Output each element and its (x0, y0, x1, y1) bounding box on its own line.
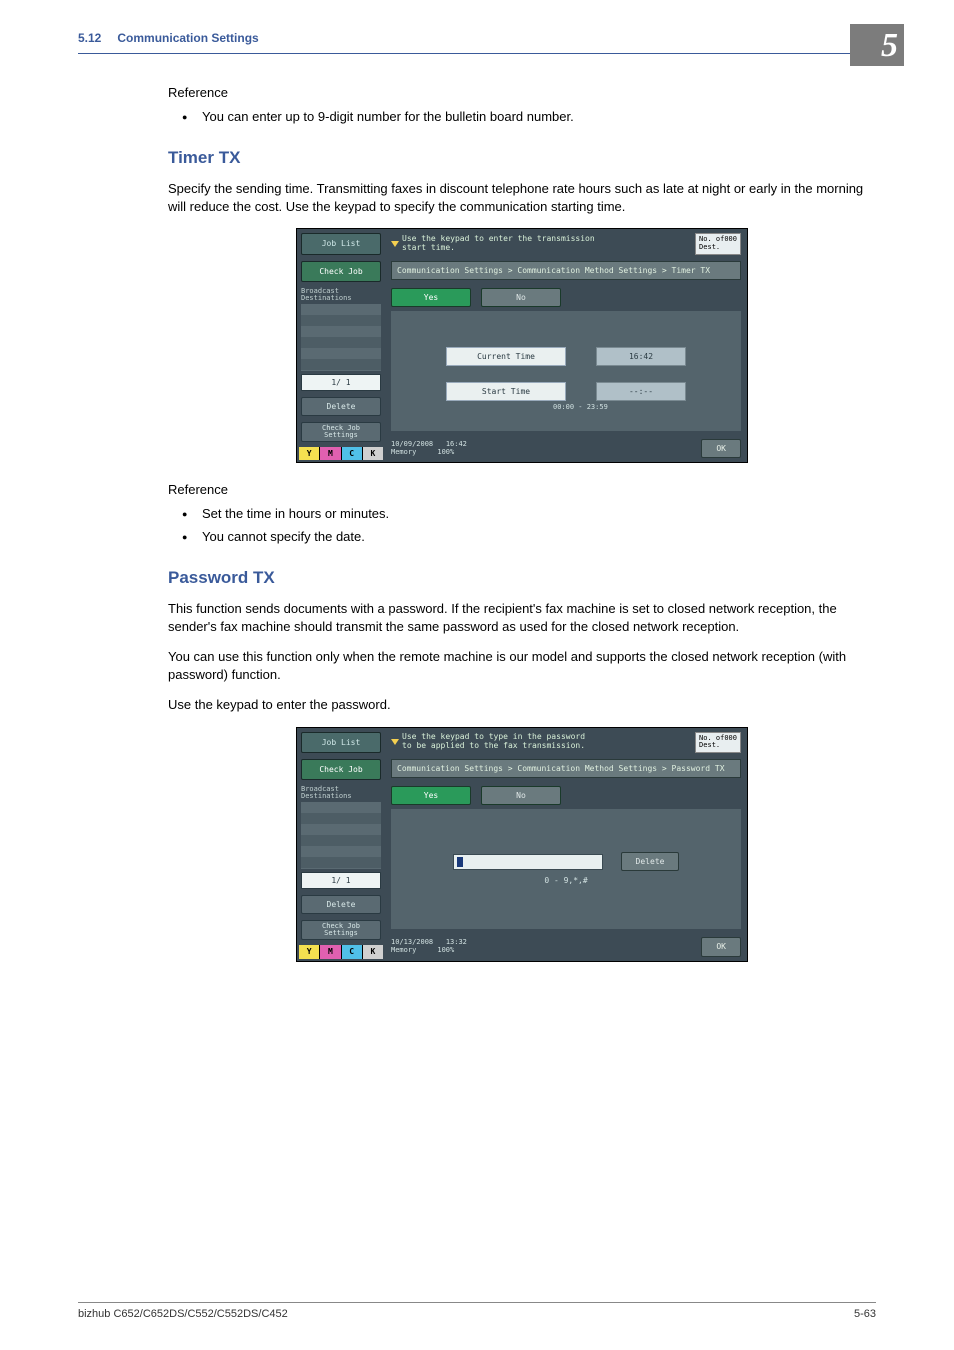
header-rule (78, 53, 876, 54)
list-item: You can enter up to 9-digit number for t… (168, 108, 876, 126)
toner-k: K (363, 447, 383, 460)
destination-list (301, 802, 381, 869)
toner-y: Y (299, 447, 320, 460)
broadcast-label: Broadcast Destinations (301, 288, 381, 302)
toner-m: M (320, 447, 341, 460)
current-time-value: 16:42 (596, 347, 686, 366)
pointer-icon (391, 739, 399, 745)
pointer-icon (391, 241, 399, 247)
section-number: 5.12 (78, 30, 101, 47)
toner-y: Y (299, 945, 320, 958)
no-button[interactable]: No (481, 786, 561, 805)
password-input[interactable] (453, 854, 603, 870)
check-job-tab[interactable]: Check Job (301, 759, 381, 780)
chapter-badge: 5 (850, 24, 904, 66)
toner-c: C (342, 945, 363, 958)
toner-k: K (363, 945, 383, 958)
instruction-text: Use the keypad to type in the password t… (402, 733, 689, 751)
broadcast-label: Broadcast Destinations (301, 786, 381, 800)
timer-tx-heading: Timer TX (78, 146, 876, 170)
yes-button[interactable]: Yes (391, 786, 471, 805)
delete-input-button[interactable]: Delete (621, 852, 680, 871)
settings-panel: Current Time 16:42 Start Time --:-- 00:0… (391, 311, 741, 431)
ok-button[interactable]: OK (701, 439, 741, 458)
destination-list (301, 304, 381, 371)
settings-panel: Delete 0 - 9,*,# (391, 809, 741, 929)
current-time-label: Current Time (446, 347, 566, 366)
dest-count-box: No. of 000 Dest. (695, 732, 741, 753)
timer-tx-paragraph: Specify the sending time. Transmitting f… (168, 180, 876, 216)
time-range: 00:00 - 23:59 (553, 403, 731, 413)
pager: 1/ 1 (301, 374, 381, 391)
yes-button[interactable]: Yes (391, 288, 471, 307)
footer-model: bizhub C652/C652DS/C552/C552DS/C452 (78, 1307, 288, 1322)
check-job-settings-button[interactable]: Check Job Settings (301, 422, 381, 442)
toner-m: M (320, 945, 341, 958)
check-job-settings-button[interactable]: Check Job Settings (301, 920, 381, 940)
reference-list: You can enter up to 9-digit number for t… (168, 108, 876, 126)
toner-indicator: Y M C K (299, 945, 383, 958)
job-list-tab[interactable]: Job List (301, 732, 381, 753)
reference-label: Reference (168, 481, 876, 499)
breadcrumb: Communication Settings > Communication M… (391, 759, 741, 778)
list-item: Set the time in hours or minutes. (168, 505, 876, 523)
password-tx-screenshot: Job List Check Job Broadcast Destination… (296, 727, 748, 962)
breadcrumb: Communication Settings > Communication M… (391, 261, 741, 280)
toner-indicator: Y M C K (299, 447, 383, 460)
reference-list: Set the time in hours or minutes. You ca… (168, 505, 876, 545)
toner-c: C (342, 447, 363, 460)
job-list-tab[interactable]: Job List (301, 233, 381, 254)
cursor-icon (457, 857, 463, 867)
delete-button[interactable]: Delete (301, 895, 381, 914)
no-button[interactable]: No (481, 288, 561, 307)
section-title: Communication Settings (117, 30, 876, 47)
reference-label: Reference (168, 84, 876, 102)
password-tx-paragraph-3: Use the keypad to enter the password. (168, 696, 876, 714)
instruction-text: Use the keypad to enter the transmission… (402, 235, 689, 253)
password-tx-paragraph-1: This function sends documents with a pas… (168, 600, 876, 636)
dest-count-box: No. of 000 Dest. (695, 233, 741, 254)
pager: 1/ 1 (301, 872, 381, 889)
start-time-input[interactable]: --:-- (596, 382, 686, 401)
list-item: You cannot specify the date. (168, 528, 876, 546)
status-bar: 10/09/2008 16:42 Memory 100% (391, 441, 701, 456)
password-tx-heading: Password TX (78, 566, 876, 590)
delete-button[interactable]: Delete (301, 397, 381, 416)
timer-tx-screenshot: Job List Check Job Broadcast Destination… (296, 228, 748, 463)
footer-page: 5-63 (854, 1307, 876, 1322)
ok-button[interactable]: OK (701, 937, 741, 956)
start-time-label: Start Time (446, 382, 566, 401)
input-range: 0 - 9,*,# (544, 875, 587, 886)
status-bar: 10/13/2008 13:32 Memory 100% (391, 939, 701, 954)
password-tx-paragraph-2: You can use this function only when the … (168, 648, 876, 684)
check-job-tab[interactable]: Check Job (301, 261, 381, 282)
